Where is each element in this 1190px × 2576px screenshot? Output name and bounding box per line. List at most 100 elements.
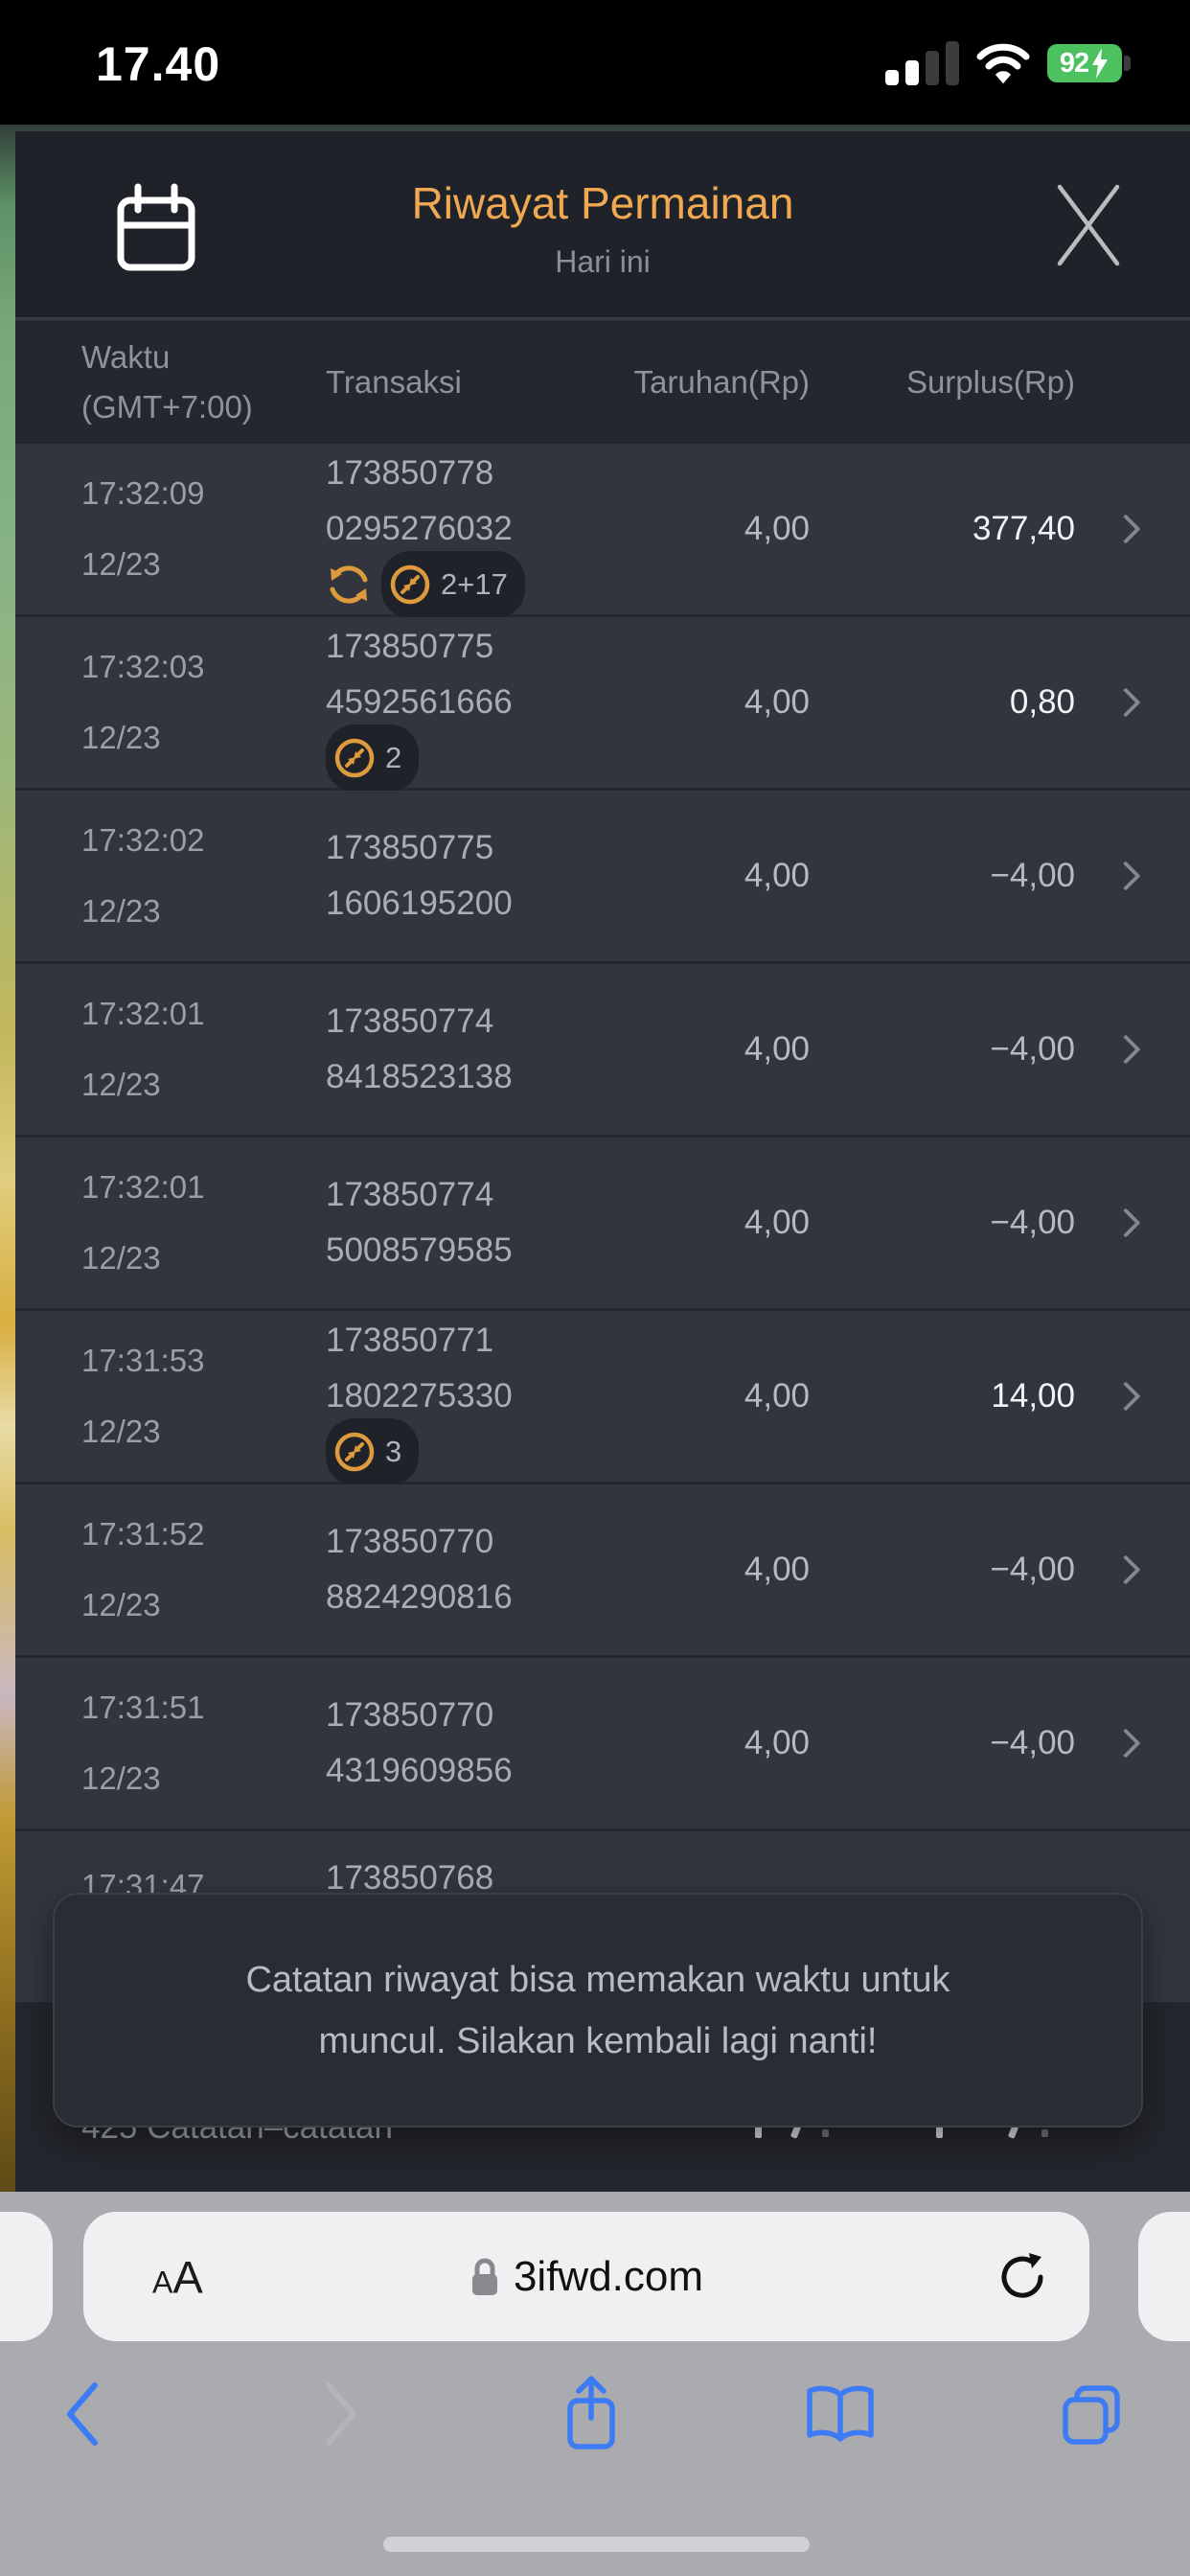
row-surplus-amount: 14,00 bbox=[991, 1377, 1075, 1414]
web-content: Riwayat Permainan Hari ini Waktu (GMT+7:… bbox=[0, 125, 1190, 2192]
row-transaction: 173850770 4319609856 bbox=[326, 1696, 513, 1789]
chevron-right-icon[interactable] bbox=[1110, 861, 1141, 891]
row-bet-amount: 4,00 bbox=[744, 683, 810, 721]
row-transaction: 173850770 8824290816 bbox=[326, 1523, 513, 1616]
row-transaction: 173850775 1606195200 bbox=[326, 829, 513, 922]
row-time: 17:32:03 12/23 bbox=[81, 649, 205, 755]
table-row[interactable]: 17:32:01 12/23 173850774 5008579585 bbox=[15, 1138, 1190, 1311]
charging-bolt-icon bbox=[1092, 48, 1109, 79]
row-time: 17:31:52 12/23 bbox=[81, 1516, 205, 1622]
converging-arrows-icon bbox=[334, 1432, 375, 1472]
safari-toolbar bbox=[0, 2357, 1190, 2481]
row-time: 17:32:01 12/23 bbox=[81, 1169, 205, 1276]
row-bet-amount: 4,00 bbox=[744, 1377, 810, 1414]
lock-icon bbox=[471, 2258, 497, 2295]
row-surplus-amount: −4,00 bbox=[990, 1724, 1075, 1761]
obscured-text-fragment bbox=[822, 2129, 829, 2137]
url-display: 3ifwd.com bbox=[83, 2212, 1089, 2341]
battery-percent: 92 bbox=[1059, 47, 1089, 79]
toast-message: Catatan riwayat bisa memakan waktu untuk… bbox=[53, 1893, 1143, 2128]
converging-arrows-icon bbox=[390, 564, 430, 605]
previous-tab-peek[interactable] bbox=[0, 2212, 53, 2341]
reload-icon[interactable] bbox=[997, 2251, 1049, 2303]
row-time: 17:32:01 12/23 bbox=[81, 996, 205, 1102]
bookmarks-icon[interactable] bbox=[797, 2357, 883, 2472]
obscured-text-fragment bbox=[1041, 2129, 1048, 2137]
row-transaction: 173850775 4592561666 bbox=[326, 619, 513, 792]
row-transaction: 173850778 0295276032 bbox=[326, 446, 525, 618]
obscured-text-fragment bbox=[936, 2126, 943, 2138]
chevron-right-icon[interactable] bbox=[1110, 1381, 1141, 1412]
column-header-waktu: Waktu (GMT+7:00) bbox=[81, 339, 253, 425]
share-icon[interactable] bbox=[548, 2357, 634, 2472]
row-time: 17:32:02 12/23 bbox=[81, 822, 205, 929]
row-time: 17:31:53 12/23 bbox=[81, 1343, 205, 1449]
chevron-right-icon[interactable] bbox=[1110, 1208, 1141, 1238]
table-row[interactable]: 17:32:03 12/23 173850775 4592561666 bbox=[15, 617, 1190, 792]
row-surplus-amount: −4,00 bbox=[990, 857, 1075, 894]
toast-line2: muncul. Silakan kembali lagi nanti! bbox=[318, 2020, 878, 2061]
column-header-surplus: Surplus(Rp) bbox=[905, 364, 1075, 400]
page-title: Riwayat Permainan bbox=[411, 178, 794, 228]
column-header-transaksi: Transaksi bbox=[326, 364, 462, 400]
calendar-icon[interactable] bbox=[115, 181, 197, 273]
ios-status-bar: 17.40 92 bbox=[0, 0, 1190, 125]
respin-icon bbox=[330, 565, 368, 604]
freespin-badge: 2+17 bbox=[381, 551, 525, 618]
battery-icon: 92 bbox=[1047, 44, 1131, 82]
row-transaction: 173850768 bbox=[326, 1859, 494, 1897]
cellular-signal-icon bbox=[885, 41, 959, 85]
row-bet-amount: 4,00 bbox=[744, 857, 810, 894]
home-indicator[interactable] bbox=[383, 2537, 810, 2552]
row-transaction: 173850774 5008579585 bbox=[326, 1176, 513, 1269]
chevron-right-icon[interactable] bbox=[1110, 1554, 1141, 1585]
table-row[interactable]: 17:31:52 12/23 173850770 8824290816 bbox=[15, 1484, 1190, 1658]
row-surplus-amount: 377,40 bbox=[972, 510, 1075, 547]
next-tab-peek[interactable] bbox=[1138, 2212, 1190, 2341]
freespin-badge: 2 bbox=[326, 724, 420, 792]
chevron-right-icon[interactable] bbox=[1110, 687, 1141, 718]
table-row[interactable]: 17:31:53 12/23 173850771 1802275330 bbox=[15, 1311, 1190, 1485]
table-row[interactable]: 17:32:02 12/23 173850775 1606195200 bbox=[15, 791, 1190, 964]
row-bet-amount: 4,00 bbox=[744, 1551, 810, 1588]
clock: 17.40 bbox=[96, 37, 221, 91]
freespin-badge: 3 bbox=[326, 1418, 420, 1485]
row-surplus-amount: −4,00 bbox=[990, 1551, 1075, 1588]
row-bet-amount: 4,00 bbox=[744, 1724, 810, 1761]
close-icon[interactable] bbox=[1050, 179, 1127, 271]
row-transaction: 173850774 8418523138 bbox=[326, 1002, 513, 1095]
obscured-text-fragment bbox=[755, 2126, 762, 2138]
row-bet-amount: 4,00 bbox=[744, 1030, 810, 1068]
converging-arrows-icon bbox=[334, 738, 375, 778]
table-row[interactable]: 17:31:51 12/23 173850770 4319609856 bbox=[15, 1658, 1190, 1831]
tabs-icon[interactable] bbox=[1048, 2357, 1134, 2472]
back-button[interactable] bbox=[38, 2357, 125, 2472]
chevron-right-icon[interactable] bbox=[1110, 1728, 1141, 1759]
row-surplus-amount: −4,00 bbox=[990, 1204, 1075, 1241]
row-surplus-amount: −4,00 bbox=[990, 1030, 1075, 1068]
row-transaction: 173850771 1802275330 bbox=[326, 1313, 513, 1485]
status-icons: 92 bbox=[885, 38, 1131, 88]
date-filter-label: Hari ini bbox=[555, 244, 651, 279]
history-rows: 17:32:09 12/23 173850778 0295276032 bbox=[15, 444, 1190, 2005]
table-row[interactable]: 17:32:09 12/23 173850778 0295276032 bbox=[15, 444, 1190, 618]
table-header: Waktu (GMT+7:00) Transaksi Taruhan(Rp) S… bbox=[15, 321, 1190, 444]
game-history-modal: Riwayat Permainan Hari ini Waktu (GMT+7:… bbox=[15, 131, 1190, 2192]
wifi-icon bbox=[976, 43, 1030, 84]
row-time: 17:32:09 12/23 bbox=[81, 475, 205, 582]
chevron-right-icon[interactable] bbox=[1110, 514, 1141, 544]
row-bet-amount: 4,00 bbox=[744, 510, 810, 547]
row-bet-amount: 4,00 bbox=[744, 1204, 810, 1241]
table-row[interactable]: 17:32:01 12/23 173850774 8418523138 bbox=[15, 964, 1190, 1138]
row-time: 17:31:51 12/23 bbox=[81, 1690, 205, 1796]
forward-button[interactable] bbox=[299, 2357, 385, 2472]
site-url: 3ifwd.com bbox=[513, 2252, 704, 2300]
column-header-taruhan: Taruhan(Rp) bbox=[633, 364, 810, 400]
row-surplus-amount: 0,80 bbox=[1009, 683, 1075, 721]
modal-titlebar: Riwayat Permainan Hari ini bbox=[15, 131, 1190, 319]
chevron-right-icon[interactable] bbox=[1110, 1034, 1141, 1065]
